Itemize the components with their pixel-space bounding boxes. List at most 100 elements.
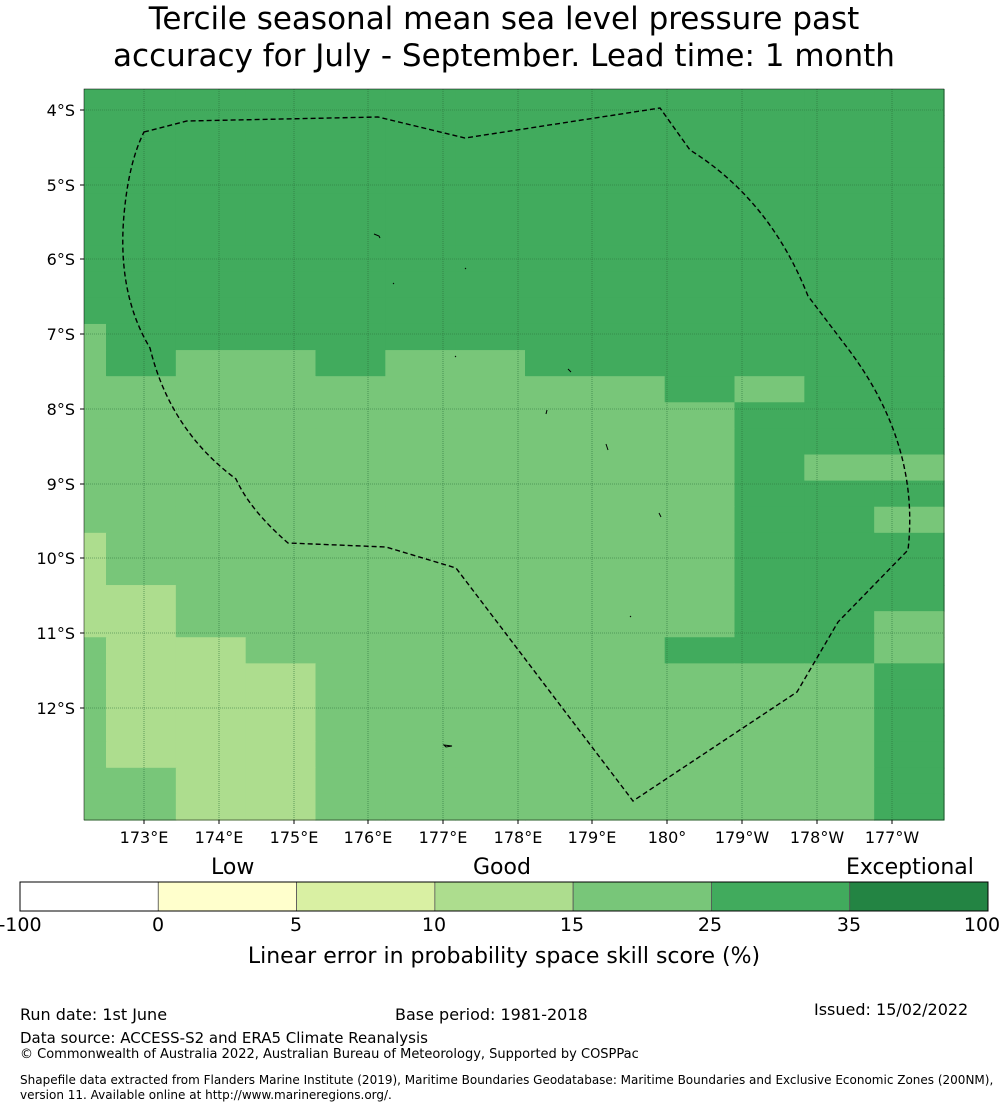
colorbar-segment [19, 881, 159, 912]
grid-cell [106, 454, 177, 482]
grid-cell [315, 506, 386, 534]
grid-cell [874, 350, 945, 377]
grid-cell [106, 402, 177, 429]
grid-cell [455, 376, 526, 403]
grid-cell [385, 558, 456, 586]
grid-cell [664, 271, 736, 299]
grid-cell [455, 506, 526, 534]
grid-cell [315, 193, 386, 221]
lat-label: 9°S [46, 475, 75, 494]
grid-cell [84, 376, 107, 403]
grid-cell [315, 141, 386, 168]
grid-cell [84, 297, 107, 325]
grid-cell [664, 89, 736, 116]
grid-cell [315, 376, 386, 403]
grid-cell [525, 689, 596, 717]
skill-grid [84, 89, 945, 821]
grid-cell [734, 637, 805, 664]
grid-cell [804, 428, 875, 456]
grid-cell [804, 454, 875, 482]
grid-cell [175, 767, 247, 795]
grid-cell [664, 480, 736, 508]
grid-cell [874, 167, 945, 195]
grid-cell [734, 558, 805, 586]
grid-cell [385, 767, 456, 795]
grid-cell [664, 115, 736, 142]
grid-cell [804, 167, 875, 195]
grid-cell [734, 350, 805, 377]
grid-cell [525, 558, 596, 586]
island [392, 282, 395, 285]
grid-cell [804, 715, 875, 743]
grid-cell [804, 637, 875, 664]
grid-cell [525, 506, 596, 534]
colorbar-segment [434, 881, 574, 912]
grid-cell [385, 689, 456, 717]
grid-cell [455, 715, 526, 743]
colorbar-category-exceptional: Exceptional [846, 855, 974, 880]
grid-cell [106, 663, 177, 691]
grid-cell [84, 115, 107, 142]
grid-cell [874, 219, 945, 247]
grid-cell [245, 741, 317, 769]
grid-cell [315, 689, 386, 717]
grid-cell [106, 350, 177, 377]
grid-cell [175, 480, 247, 508]
grid-cell [664, 689, 736, 717]
grid-cell [874, 689, 945, 717]
lat-label: 8°S [46, 400, 75, 419]
data-source: Data source: ACCESS-S2 and ERA5 Climate … [20, 1029, 428, 1047]
grid-cell [106, 558, 177, 586]
grid-cell [804, 585, 875, 612]
grid-cell [385, 585, 456, 612]
grid-cell [455, 637, 526, 664]
grid-cell [525, 532, 596, 560]
lat-label: 11°S [36, 624, 75, 643]
grid-cell [594, 480, 666, 508]
grid-cell [245, 767, 317, 795]
grid-cell [455, 741, 526, 769]
grid-cell [84, 271, 107, 299]
grid-cell [594, 506, 666, 534]
lon-label: 180° [647, 828, 687, 847]
grid-cell [594, 115, 666, 142]
grid-cell [84, 532, 107, 560]
island [464, 267, 467, 270]
grid-cell [664, 585, 736, 612]
island [373, 233, 381, 239]
grid-cell [385, 402, 456, 429]
grid-cell [734, 611, 805, 638]
grid-cell [874, 480, 945, 508]
grid-cell [175, 454, 247, 482]
grid-cell [664, 323, 736, 351]
grid-cell [664, 506, 736, 534]
colorbar [19, 881, 989, 912]
grid-cell [385, 611, 456, 638]
grid-cell [664, 558, 736, 586]
grid-cell [84, 585, 107, 612]
grid-cell [594, 297, 666, 325]
grid-cell [106, 715, 177, 743]
grid-cell [874, 323, 945, 351]
grid-cell [385, 219, 456, 247]
grid-cell [874, 767, 945, 795]
grid-cell [804, 689, 875, 717]
colorbar-tick: 15 [559, 914, 585, 936]
grid-cell [84, 89, 107, 116]
grid-cell [106, 585, 177, 612]
grid-cell [84, 454, 107, 482]
grid-cell [804, 741, 875, 769]
grid-cell [175, 271, 247, 299]
grid-cell [385, 506, 456, 534]
grid-cell [594, 793, 666, 821]
grid-cell [106, 480, 177, 508]
colorbar-label: Linear error in probability space skill … [247, 944, 761, 969]
grid-cell [385, 454, 456, 482]
grid-cell [874, 89, 945, 116]
copyright: © Commonwealth of Australia 2022, Austra… [20, 1047, 639, 1062]
grid-cell [175, 611, 247, 638]
grid-cell [315, 402, 386, 429]
grid-cell [175, 741, 247, 769]
grid-cell [664, 350, 736, 377]
grid-cell [106, 689, 177, 717]
